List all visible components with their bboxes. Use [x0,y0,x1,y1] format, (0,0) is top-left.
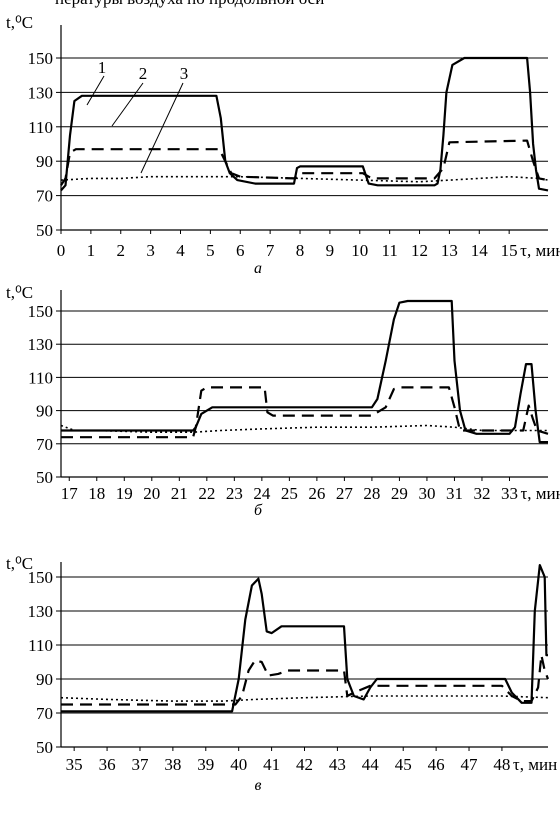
x-tick-label-31: 31 [446,484,463,503]
x-tick-label-8: 8 [296,241,305,260]
y-tick-label-70: 70 [36,435,53,454]
y-tick-label-90: 90 [36,152,53,171]
y-tick-label-70: 70 [36,187,53,206]
x-tick-label-13: 13 [441,241,458,260]
panel-letter: б [254,502,263,519]
x-tick-label-27: 27 [336,484,354,503]
y-tick-label-90: 90 [36,402,53,421]
x-tick-label-0: 0 [57,241,66,260]
x-tick-label-5: 5 [206,241,215,260]
x-tick-label-1: 1 [87,241,96,260]
x-tick-label-43: 43 [329,755,346,774]
x-tick-label-11: 11 [381,241,397,260]
x-axis-label: τ, мин [520,241,560,260]
y-tick-label-150: 150 [28,302,54,321]
series-3-line [60,175,549,183]
x-tick-label-30: 30 [418,484,435,503]
x-tick-label-44: 44 [362,755,380,774]
series-1-line [60,56,549,192]
x-tick-label-29: 29 [391,484,408,503]
series-1-line [61,563,548,713]
series-2-line [60,139,549,186]
y-tick-label-110: 110 [28,368,53,387]
x-tick-label-45: 45 [395,755,412,774]
y-tick-label-50: 50 [36,738,53,757]
x-tick-label-15: 15 [501,241,518,260]
y-tick-label-50: 50 [36,468,53,487]
x-tick-label-48: 48 [493,755,510,774]
y-tick-label-130: 130 [28,83,54,102]
x-tick-label-23: 23 [226,484,243,503]
x-tick-label-10: 10 [351,241,368,260]
chart-panel-в: 50 70 90 110 130 150 35 36 37 38 39 40 41 42 43 44 45 46 4… [6,554,557,794]
x-tick-label-4: 4 [176,241,185,260]
x-tick-label-12: 12 [411,241,428,260]
x-tick-label-22: 22 [198,484,215,503]
panel-letter: а [254,260,262,277]
y-tick-label-130: 130 [28,335,54,354]
x-tick-label-9: 9 [326,241,335,260]
y-tick-label-50: 50 [36,221,53,240]
series-2-line [61,386,549,439]
x-tick-label-3: 3 [146,241,155,260]
x-tick-label-14: 14 [471,241,489,260]
y-axis-label: t,⁰C [6,554,33,573]
series-3-line [60,424,548,434]
y-tick-label-110: 110 [28,636,53,655]
x-tick-label-21: 21 [171,484,188,503]
chart-panel-б: 50 70 90 110 130 150 17 18 19 20 21 22 23 24 25 26 27 28 2… [6,283,560,519]
x-tick-label-28: 28 [363,484,380,503]
x-axis-label: τ, мин [513,755,557,774]
x-tick-label-37: 37 [131,755,149,774]
x-tick-label-47: 47 [461,755,479,774]
series-1-line [61,299,548,444]
x-tick-label-20: 20 [143,484,160,503]
x-tick-label-41: 41 [263,755,280,774]
cropped-header-text: пературы воздуха по продольной оси [55,0,324,9]
x-tick-label-25: 25 [281,484,298,503]
panel-letter: в [255,777,262,794]
x-tick-label-2: 2 [117,241,126,260]
callout-leader-2 [111,82,144,127]
y-tick-label-90: 90 [36,670,53,689]
y-tick-label-150: 150 [28,49,54,68]
x-tick-label-38: 38 [164,755,181,774]
x-tick-label-39: 39 [197,755,214,774]
x-tick-label-18: 18 [88,484,105,503]
y-tick-label-110: 110 [28,118,53,137]
callout-leader-3 [140,82,184,174]
callout-label-1: 1 [98,58,107,77]
x-tick-label-24: 24 [253,484,271,503]
y-tick-label-130: 130 [28,602,54,621]
callout-label-3: 3 [180,64,189,83]
x-tick-label-46: 46 [428,755,445,774]
y-axis-label: t,⁰C [6,283,33,302]
y-tick-label-70: 70 [36,704,53,723]
series-2-line [61,654,550,706]
x-tick-label-35: 35 [66,755,83,774]
x-axis-label: τ, мин [520,484,560,503]
x-tick-label-26: 26 [308,484,325,503]
x-tick-label-17: 17 [61,484,79,503]
y-tick-label-150: 150 [28,568,54,587]
x-tick-label-6: 6 [236,241,245,260]
x-tick-label-40: 40 [230,755,247,774]
x-tick-label-36: 36 [99,755,116,774]
callout-leader-1 [86,75,105,106]
x-tick-label-42: 42 [296,755,313,774]
callout-label-2: 2 [139,64,148,83]
x-tick-label-19: 19 [116,484,133,503]
y-axis-label: t,⁰C [6,13,33,32]
x-tick-label-33: 33 [501,484,518,503]
series-3-line [60,695,549,702]
x-tick-label-7: 7 [266,241,275,260]
x-tick-label-32: 32 [473,484,490,503]
